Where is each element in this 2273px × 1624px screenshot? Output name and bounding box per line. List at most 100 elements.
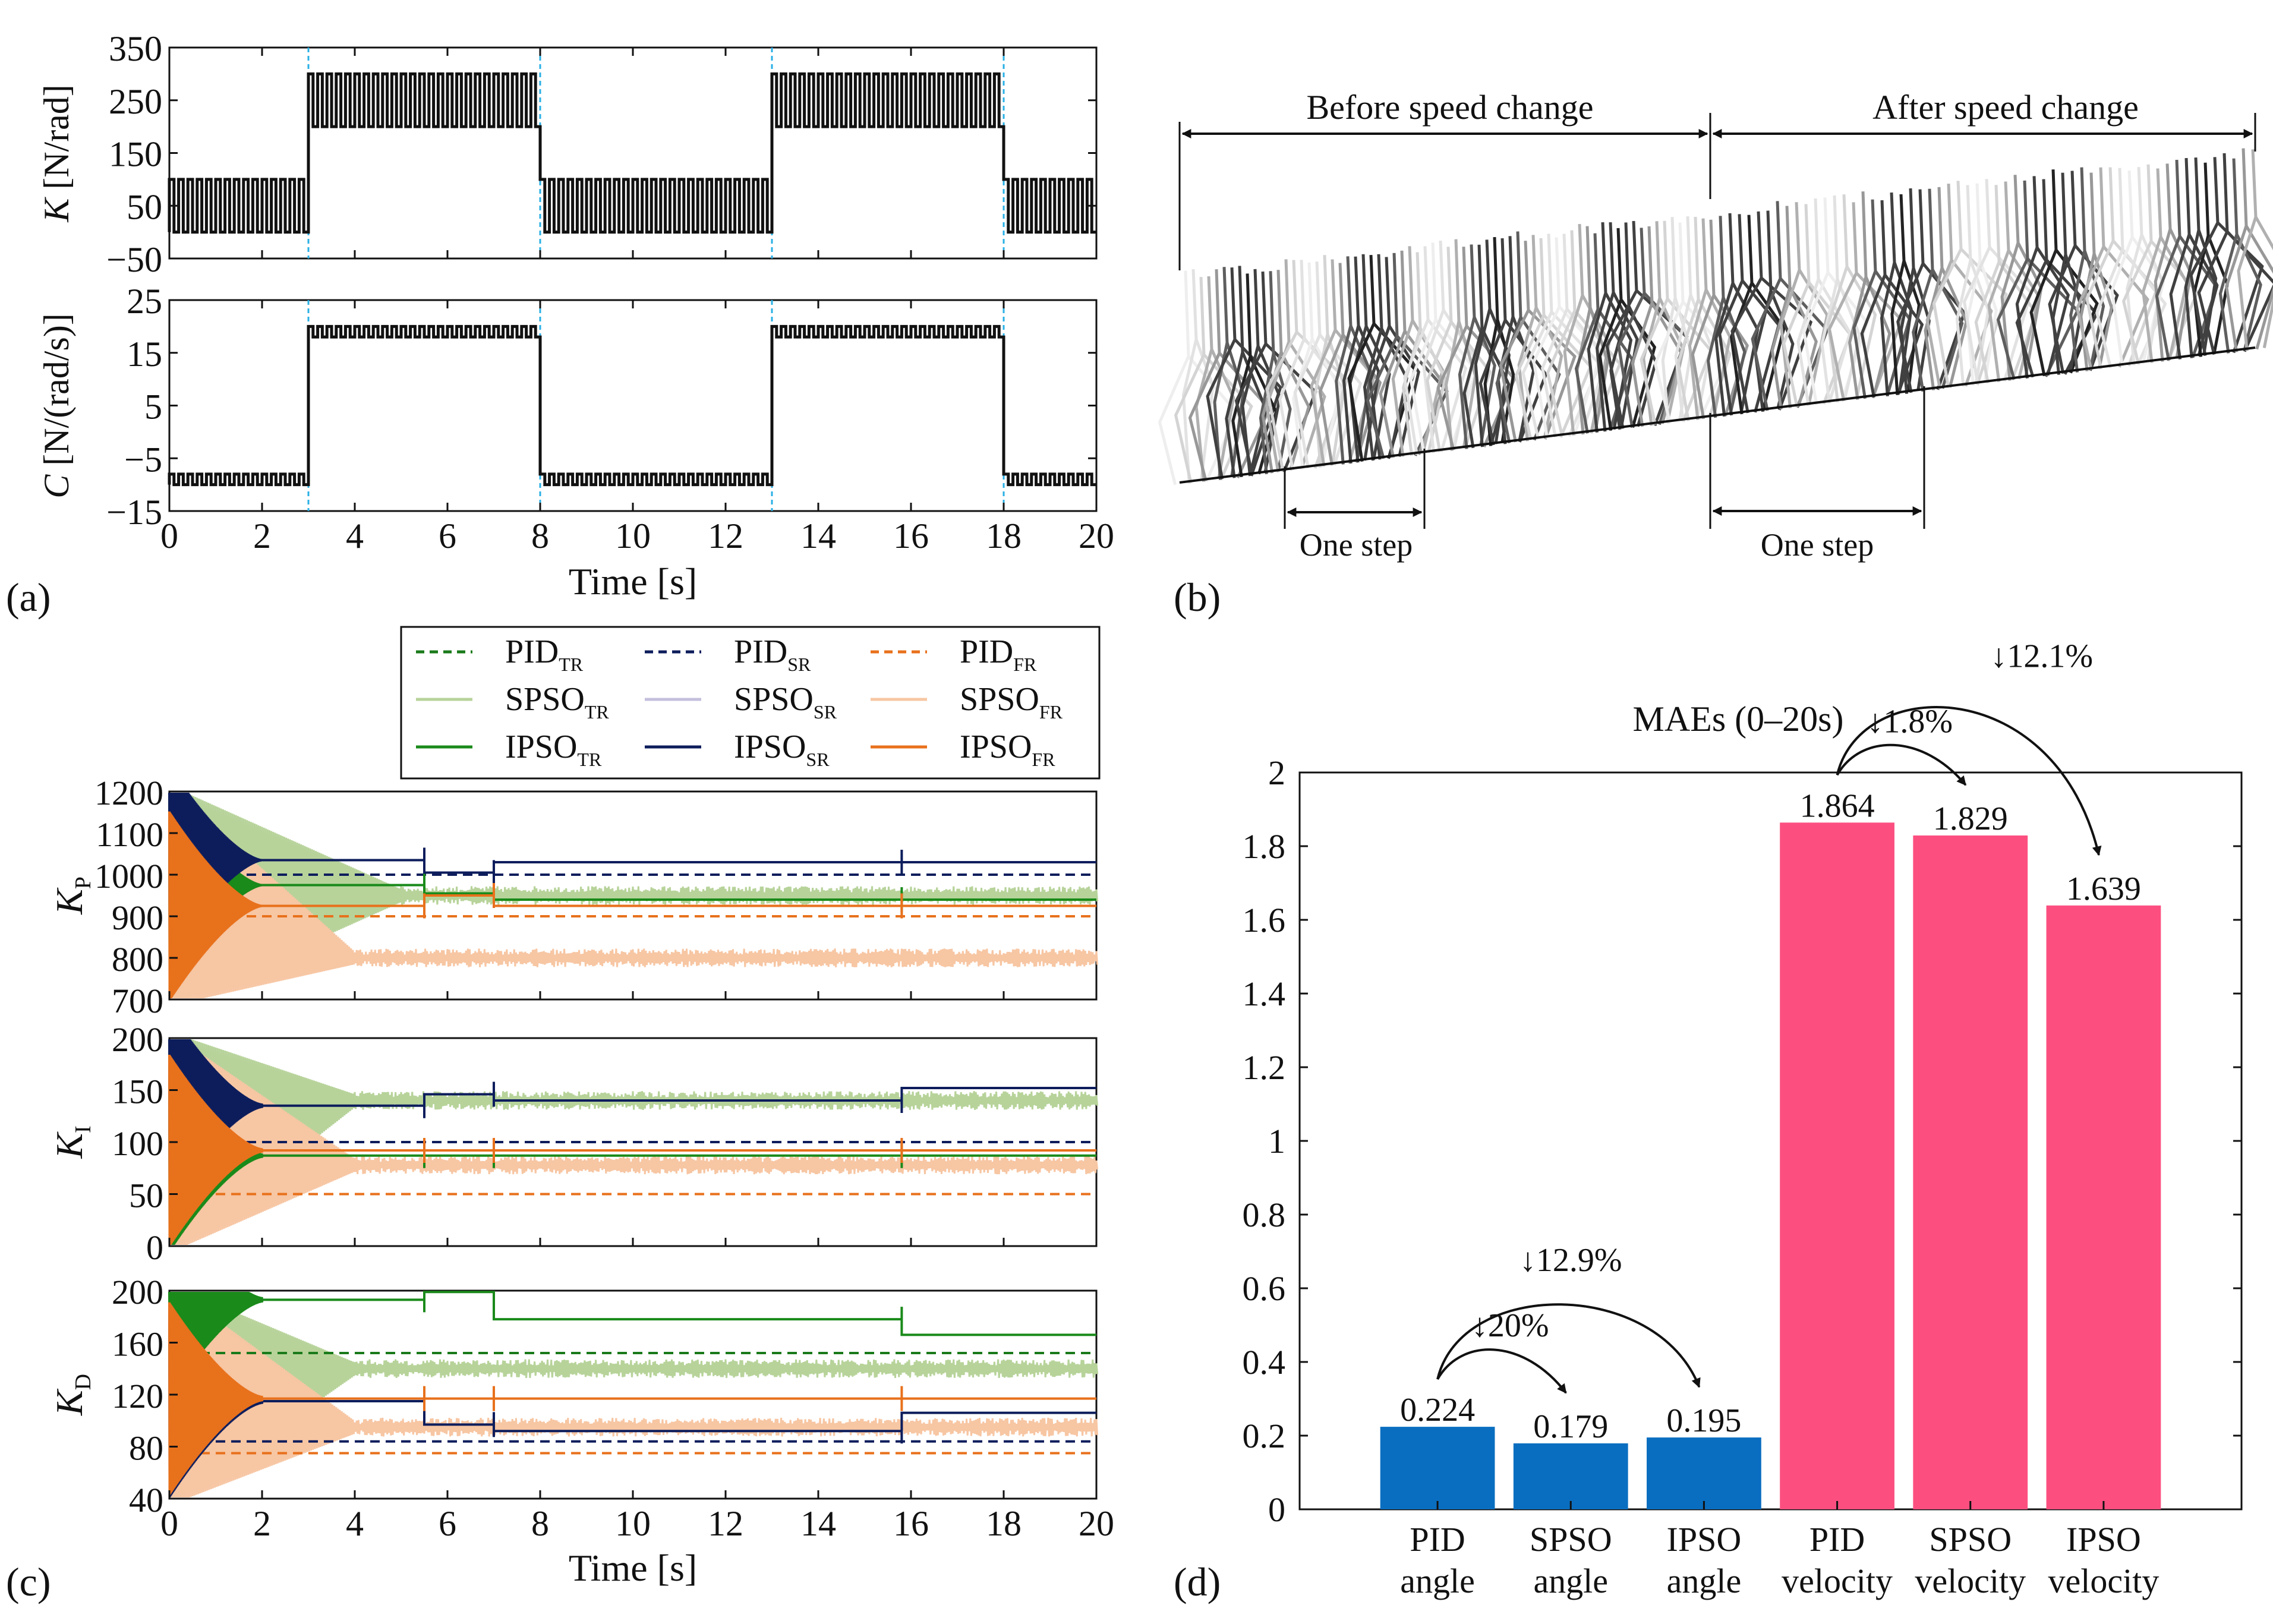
one-step-label-2: One step <box>1761 527 1874 563</box>
bar-pid-velocity <box>1780 822 1894 1509</box>
x-category-label-line1: PID <box>1809 1520 1865 1559</box>
stick-figure <box>1924 187 1968 391</box>
kp-series <box>168 792 1099 999</box>
y-tick-label: 1 <box>1268 1122 1285 1161</box>
stick-figure <box>1852 199 1911 399</box>
stick-figure <box>1987 181 2041 382</box>
series-spso_tr <box>168 1291 1099 1498</box>
y-tick-label: 200 <box>112 1020 163 1059</box>
y-tick-label: 1200 <box>94 774 163 812</box>
bar-ipso-angle <box>1647 1437 1761 1509</box>
y-tick-label: −15 <box>106 493 162 532</box>
y-tick-label: −5 <box>124 440 162 479</box>
series-spso_tr <box>168 792 1099 999</box>
x-tick-label: 18 <box>986 1504 1022 1543</box>
series-spso_fr <box>168 792 1099 999</box>
x-tick-label: 12 <box>708 1504 743 1543</box>
legend-label: IPSOFR <box>960 729 1055 770</box>
y-tick-label: 5 <box>144 387 162 427</box>
legend-label: SPSOSR <box>734 681 837 723</box>
series-ipso_fr <box>168 811 1096 999</box>
legend-entry: IPSOSR <box>645 729 830 770</box>
x-tick-label: 20 <box>1079 1504 1114 1543</box>
c-x-ticks: 0 2 4 6 8 10 12 14 16 18 20 <box>160 991 1114 1543</box>
legend-entry: SPSOSR <box>645 681 837 723</box>
y-tick-label: 1000 <box>94 857 163 895</box>
stick-figure <box>1827 202 1903 402</box>
x-category-label-line2: angle <box>1533 1562 1608 1600</box>
y-tick-label: 1.2 <box>1243 1048 1286 1087</box>
stick-figure <box>1770 206 1818 410</box>
stick-figure <box>1653 222 1732 424</box>
stick-figure <box>2048 171 2119 374</box>
x-tick-label: 0 <box>160 1504 178 1543</box>
kd-series <box>168 1291 1099 1498</box>
stick-figure <box>2079 172 2113 371</box>
stick-figure <box>1718 214 1781 416</box>
stick-figure <box>2075 167 2149 371</box>
stick-figure <box>1848 191 1891 401</box>
panel-d: MAEs (0–20s) 00.20.40.60.811.21.41.61.82… <box>1174 638 2243 1604</box>
k-y-axis-label: K [N/rad] <box>37 84 76 223</box>
improvement-arrow <box>1436 1348 1567 1394</box>
x-tick-label: 10 <box>615 1504 651 1543</box>
series-ipso_fr <box>168 1054 1096 1245</box>
ground-slope-line <box>1179 346 2256 484</box>
a-x-axis-label: Time [s] <box>569 560 697 603</box>
stick-figure <box>2225 148 2273 352</box>
stick-figure <box>1259 271 1292 475</box>
mae-annotations: ↓20%↓12.9%↓1.8%↓12.1% <box>1436 638 2102 1394</box>
panel-c: PIDTR PIDSR PIDFR SPSOTR SPSOSR SPSOFR IPSOTR I… <box>6 626 1114 1604</box>
y-tick-label: 0.6 <box>1243 1269 1286 1308</box>
y-tick-label: 25 <box>127 282 162 321</box>
stick-figure <box>1751 201 1829 411</box>
x-category-label-line1: PID <box>1410 1520 1465 1559</box>
legend-entry: IPSOTR <box>416 729 602 770</box>
stick-figure <box>2154 163 2193 362</box>
x-category-label-line1: SPSO <box>1530 1520 1612 1559</box>
stick-figure <box>1426 247 1492 452</box>
x-category-label-line2: angle <box>1400 1562 1475 1600</box>
x-category-label-line1: IPSO <box>2066 1520 2141 1559</box>
stick-figure <box>2184 157 2218 358</box>
y-tick-label: 1.4 <box>1243 975 1286 1013</box>
stick-figure <box>1181 269 1215 484</box>
x-tick-label: 16 <box>893 1504 929 1543</box>
stick-figure <box>2142 168 2189 363</box>
ki-y-axis-label: KI <box>48 1125 96 1159</box>
y-tick-label: −50 <box>106 240 162 279</box>
y-tick-label: 250 <box>109 82 162 121</box>
y-tick-label: 1.6 <box>1243 901 1286 939</box>
y-tick-label: 0 <box>1268 1490 1285 1529</box>
x-tick-label: 6 <box>439 1504 456 1543</box>
bar-pid-angle <box>1380 1427 1495 1509</box>
mae-y-ticks: 0 0.2 0.4 0.6 0.8 1 1.2 1.4 1.6 1.8 2 <box>1243 753 2242 1529</box>
x-tick-label: 8 <box>531 1504 549 1543</box>
legend-entry: PIDTR <box>416 633 584 675</box>
bar-ipso-velocity <box>2046 905 2161 1509</box>
legend-label: SPSOTR <box>505 681 609 723</box>
series-spso_fr <box>168 1039 1099 1245</box>
series-spso_fr <box>168 1291 1099 1498</box>
y-tick-label: 0 <box>146 1228 163 1267</box>
panel-a-label: (a) <box>6 575 51 620</box>
stick-figure <box>1499 241 1577 443</box>
improvement-label: ↓20% <box>1471 1307 1549 1344</box>
legend-entry: IPSOFR <box>871 729 1055 770</box>
kd-y-ticks: 200 160 120 80 40 <box>112 1273 178 1519</box>
y-tick-label: 200 <box>112 1273 163 1311</box>
ki-y-ticks: 200 150 100 50 0 <box>112 1020 178 1267</box>
k-y-ticks: 350 250 150 50 −50 <box>106 29 1096 279</box>
stick-figure <box>1521 234 1601 440</box>
bar-value-label: 0.224 <box>1400 1392 1475 1429</box>
x-tick-label: 16 <box>893 516 929 556</box>
mae-bars: 0.224PIDangle0.179SPSOangle0.195IPSOangl… <box>1380 787 2161 1600</box>
panel-b-label: (b) <box>1174 575 1221 620</box>
before-speed-change-label: Before speed change <box>1306 88 1593 127</box>
mae-chart-title: MAEs (0–20s) <box>1633 699 1844 739</box>
y-tick-label: 40 <box>129 1481 163 1519</box>
y-tick-label: 1100 <box>96 815 163 854</box>
y-tick-label: 2 <box>1268 753 1285 792</box>
